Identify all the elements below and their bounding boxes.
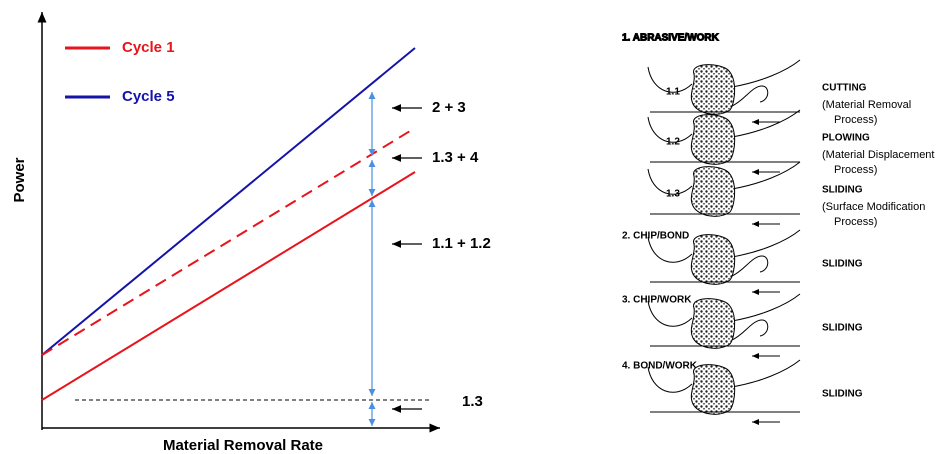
mechanism-panel: 1. ABRASIVE/WORK 1.1 CUTTING (Material Rem… [622, 33, 934, 422]
mode-detail: Process) [834, 114, 877, 126]
annotation: 2 + 3 [432, 99, 466, 116]
chart: Power Material Removal Rate Cycle 1 Cycl… [11, 12, 491, 454]
pointer-arrows [392, 108, 422, 409]
legend-label: Cycle 5 [122, 88, 175, 105]
group-title: 4. BOND/WORK [622, 361, 698, 372]
annotation: 1.3 + 4 [432, 149, 479, 166]
group-title: 2. CHIP/BOND [622, 231, 689, 242]
mode-detail: (Material Removal [822, 99, 911, 111]
panel-title: 1. ABRASIVE/WORK [622, 33, 720, 44]
grain [691, 365, 734, 415]
grain [691, 235, 734, 285]
stage-label: 1.2 [666, 137, 680, 148]
legend-label: Cycle 1 [122, 39, 175, 56]
x-axis-label: Material Removal Rate [163, 437, 323, 454]
mode-label: CUTTING [822, 83, 867, 94]
cycle5-line [42, 48, 415, 355]
mode-label: SLIDING [822, 259, 863, 270]
grain [691, 115, 734, 165]
grain [691, 299, 734, 349]
cycle1-line [42, 172, 415, 400]
mode-detail: Process) [834, 216, 877, 228]
group-title: 3. CHIP/WORK [622, 295, 692, 306]
mode-label: SLIDING [822, 389, 863, 400]
y-axis-label: Power [11, 157, 28, 202]
mode-detail: (Surface Modification [822, 201, 925, 213]
grain [691, 65, 734, 115]
figure: Power Material Removal Rate Cycle 1 Cycl… [0, 0, 942, 454]
cycle1-dashed-line [42, 128, 415, 355]
mode-label: PLOWING [822, 133, 870, 144]
grain [691, 167, 734, 217]
chip [732, 256, 768, 276]
chip [732, 86, 768, 106]
stage-label: 1.3 [666, 189, 680, 200]
mode-detail: Process) [834, 164, 877, 176]
mode-detail: (Material Displacement [822, 149, 934, 161]
chip [732, 320, 768, 340]
stage-label: 1.1 [666, 87, 680, 98]
mode-label: SLIDING [822, 323, 863, 334]
annotation: 1.3 [462, 393, 483, 410]
annotation: 1.1 + 1.2 [432, 235, 491, 252]
mode-label: SLIDING [822, 185, 863, 196]
